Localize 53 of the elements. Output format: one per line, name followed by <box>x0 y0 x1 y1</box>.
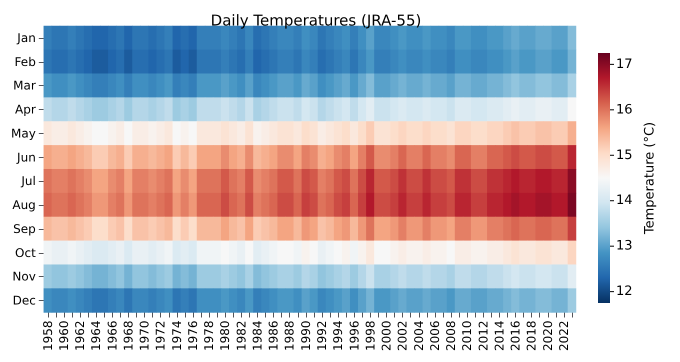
x-tick-label: 1992 <box>315 320 329 352</box>
y-tick-label: Jun <box>16 150 36 164</box>
x-tick-label: 2014 <box>492 320 506 352</box>
x-tick-label: 1962 <box>73 320 88 352</box>
color-bar-label: 15 <box>616 148 633 163</box>
x-tick-label: 1964 <box>89 320 104 352</box>
x-tick-label: 1980 <box>218 320 232 352</box>
y-tick-label: Feb <box>14 54 36 69</box>
y-tick-label: Aug <box>12 198 36 212</box>
y-tick-label: Nov <box>12 270 36 284</box>
x-tick-label: 2016 <box>508 320 523 352</box>
y-tick-label: Apr <box>15 102 36 117</box>
x-tick-label: 1984 <box>250 320 264 352</box>
y-tick-label: Dec <box>12 294 36 308</box>
x-tick-label: 2008 <box>444 320 458 352</box>
y-tick-label: Mar <box>13 78 36 93</box>
y-tick-label: Oct <box>15 246 36 260</box>
color-bar-title: Temperature (°C) <box>642 122 658 236</box>
x-tick-label: 2022 <box>556 320 571 352</box>
x-tick-label: 1998 <box>363 320 378 352</box>
chart-title: Daily Temperatures (JRA-55) <box>210 12 422 30</box>
x-tick-label: 2020 <box>540 320 555 352</box>
x-tick-label: 2004 <box>412 320 426 352</box>
x-tick-label: 2002 <box>396 320 410 352</box>
x-tick-label: 1960 <box>56 320 71 352</box>
x-tick-label: 1978 <box>202 320 216 352</box>
x-tick-label: 1972 <box>154 320 168 352</box>
x-tick-label: 1988 <box>282 320 297 352</box>
x-tick-label: 1974 <box>170 320 184 352</box>
x-tick-label: 1990 <box>298 320 313 352</box>
x-tick-label: 1968 <box>121 320 136 352</box>
x-tick-label: 1996 <box>347 320 362 352</box>
x-tick-label: 1970 <box>138 320 152 352</box>
x-tick-label: 2018 <box>524 320 539 352</box>
color-bar-label: 16 <box>616 102 633 118</box>
x-tick-label: 1994 <box>331 320 346 352</box>
x-tick-label: 2006 <box>428 320 442 352</box>
color-bar-label: 17 <box>616 56 633 72</box>
y-tick-label: May <box>10 126 36 140</box>
x-tick-label: 1966 <box>105 320 120 352</box>
x-tick-label: 1976 <box>186 320 200 352</box>
x-tick-label: 2010 <box>460 320 474 352</box>
x-tick-label: 2012 <box>476 320 490 352</box>
color-bar-label: 13 <box>616 238 633 254</box>
x-tick-label: 1958 <box>40 320 55 352</box>
x-tick-label: 2000 <box>380 320 394 352</box>
y-tick-label: Sep <box>13 222 36 236</box>
y-tick-label: Jan <box>16 30 36 45</box>
color-bar-label: 14 <box>616 193 633 208</box>
color-bar-label: 12 <box>616 284 633 300</box>
y-tick-label: Jul <box>20 174 36 188</box>
x-tick-label: 1986 <box>266 320 281 352</box>
x-tick-label: 1982 <box>234 320 248 352</box>
